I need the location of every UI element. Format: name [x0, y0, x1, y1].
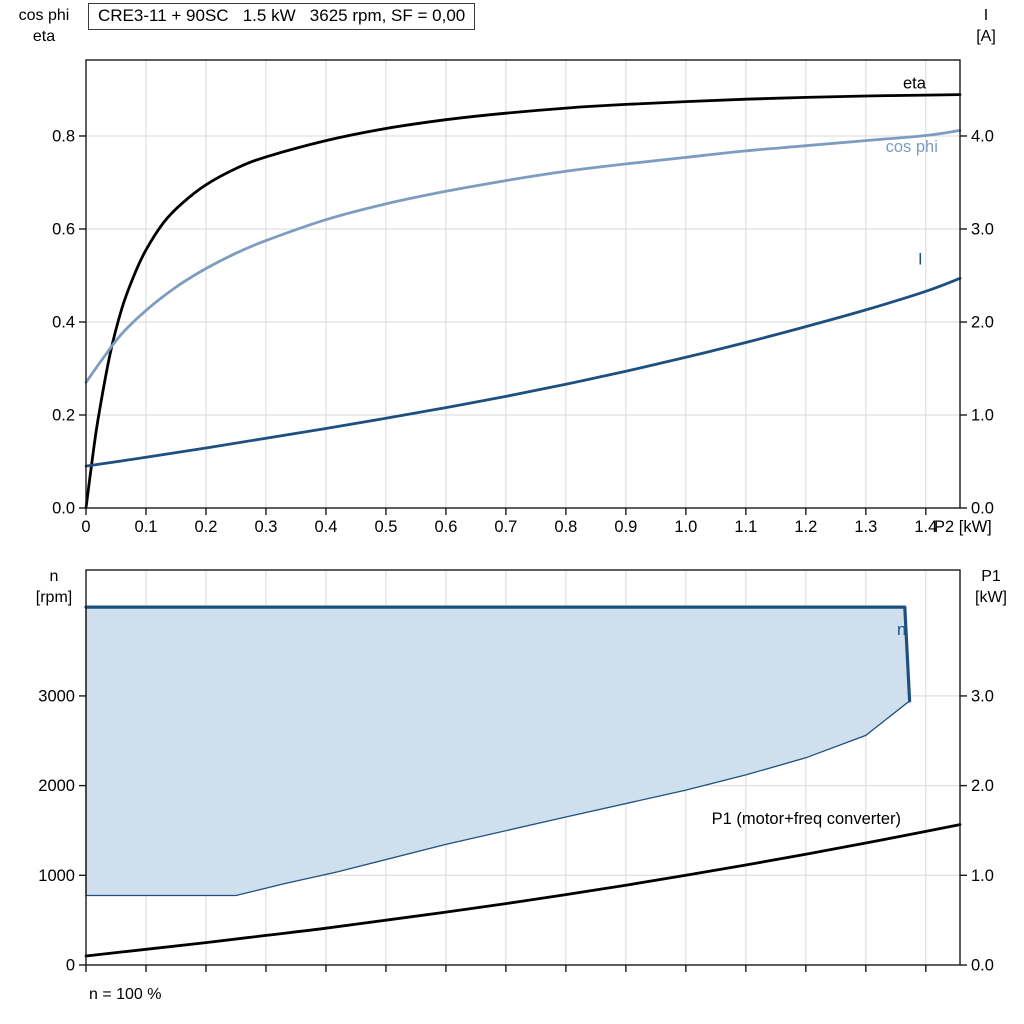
tick-label: 0.9	[614, 518, 637, 536]
axis-label-cos-phi: cos phi	[18, 7, 70, 24]
tick-label: 1.1	[734, 518, 757, 536]
x-axis-label: P2 [kW]	[934, 518, 992, 536]
tick-label: 0.6	[434, 518, 457, 536]
series-cos-phi	[84, 129, 962, 384]
bottom-chart: 0 1000 2000 3000 0.0 1.0 2.0 3.0 n P1 (motor+freq…	[38, 569, 994, 975]
tick-label: 0.0	[971, 957, 994, 975]
tick-label: 0.8	[554, 518, 577, 536]
annotation-eta: eta	[903, 75, 927, 93]
axis-label-p1-unit: [kW]	[975, 589, 1007, 606]
tick-label: 0	[81, 518, 90, 536]
plot-frame	[85, 569, 961, 966]
top-left-axis-label: cos phi eta	[6, 5, 82, 47]
bottom-left-axis-label: n [rpm]	[19, 566, 89, 608]
tick-label: 1.0	[971, 867, 994, 885]
tick-label: 2.0	[971, 777, 994, 795]
tick-label: 1.0	[971, 406, 994, 424]
annotation-i: I	[918, 250, 923, 268]
tick-label: 1.4	[914, 518, 937, 536]
tick-label: 1.2	[794, 518, 817, 536]
speed-footnote: n = 100 %	[89, 986, 162, 1003]
tick-label: 0.4	[52, 313, 75, 331]
series-eta	[84, 93, 962, 510]
tick-label: 0.7	[494, 518, 517, 536]
tick-label: 3.0	[971, 220, 994, 238]
tick-label: 0.0	[52, 500, 75, 518]
tick-label: 0.4	[314, 518, 337, 536]
tick-label: 2.0	[971, 313, 994, 331]
top-right-axis-label: I [A]	[960, 5, 1012, 47]
tick-label: 2000	[38, 777, 75, 795]
series-i	[84, 276, 962, 468]
tick-label: 3.0	[971, 687, 994, 705]
region-speed-operating-range	[85, 606, 911, 897]
tick-label: 0.1	[135, 518, 158, 536]
axis-label-p1: P1	[981, 568, 1001, 585]
axis-label-speed: n	[49, 568, 59, 585]
tick-label: 1.3	[854, 518, 877, 536]
bottom-right-axis-label: P1 [kW]	[962, 566, 1020, 608]
tick-label: 0.2	[52, 406, 75, 424]
tick-label: 0	[66, 957, 75, 975]
plot-frame	[85, 59, 961, 509]
annotation-n: n	[897, 621, 906, 639]
annotation-p1-motor-freq-converter: P1 (motor+freq converter)	[712, 810, 901, 828]
series-p1-motor-freq-converter	[84, 823, 962, 958]
series-n-limit	[84, 605, 912, 703]
tick-label: 1000	[38, 867, 75, 885]
tick-label: 1.0	[674, 518, 697, 536]
axis-label-speed-unit: [rpm]	[35, 589, 73, 606]
tick-label: 4.0	[971, 127, 994, 145]
annotation-cos-phi: cos phi	[886, 138, 938, 156]
tick-label: 0.5	[374, 518, 397, 536]
axis-label-current: I	[983, 7, 989, 24]
tick-label: 0.8	[52, 127, 75, 145]
tick-label: 0.0	[971, 500, 994, 518]
tick-label: 0.6	[52, 220, 75, 238]
chart-title-box: CRE3-11 + 90SC 1.5 kW 3625 rpm, SF = 0,0…	[88, 3, 476, 30]
top-chart: 0.0 0.2 0.4 0.6 0.8 0.0 1.0 2.0 3.0 4.0 0 0.1 0.2 0.3…	[52, 59, 994, 536]
tick-label: 3000	[38, 687, 75, 705]
axis-label-eta: eta	[32, 28, 56, 45]
tick-label: 0.2	[195, 518, 218, 536]
axis-label-current-unit: [A]	[976, 28, 996, 45]
tick-label: 0.3	[254, 518, 277, 536]
